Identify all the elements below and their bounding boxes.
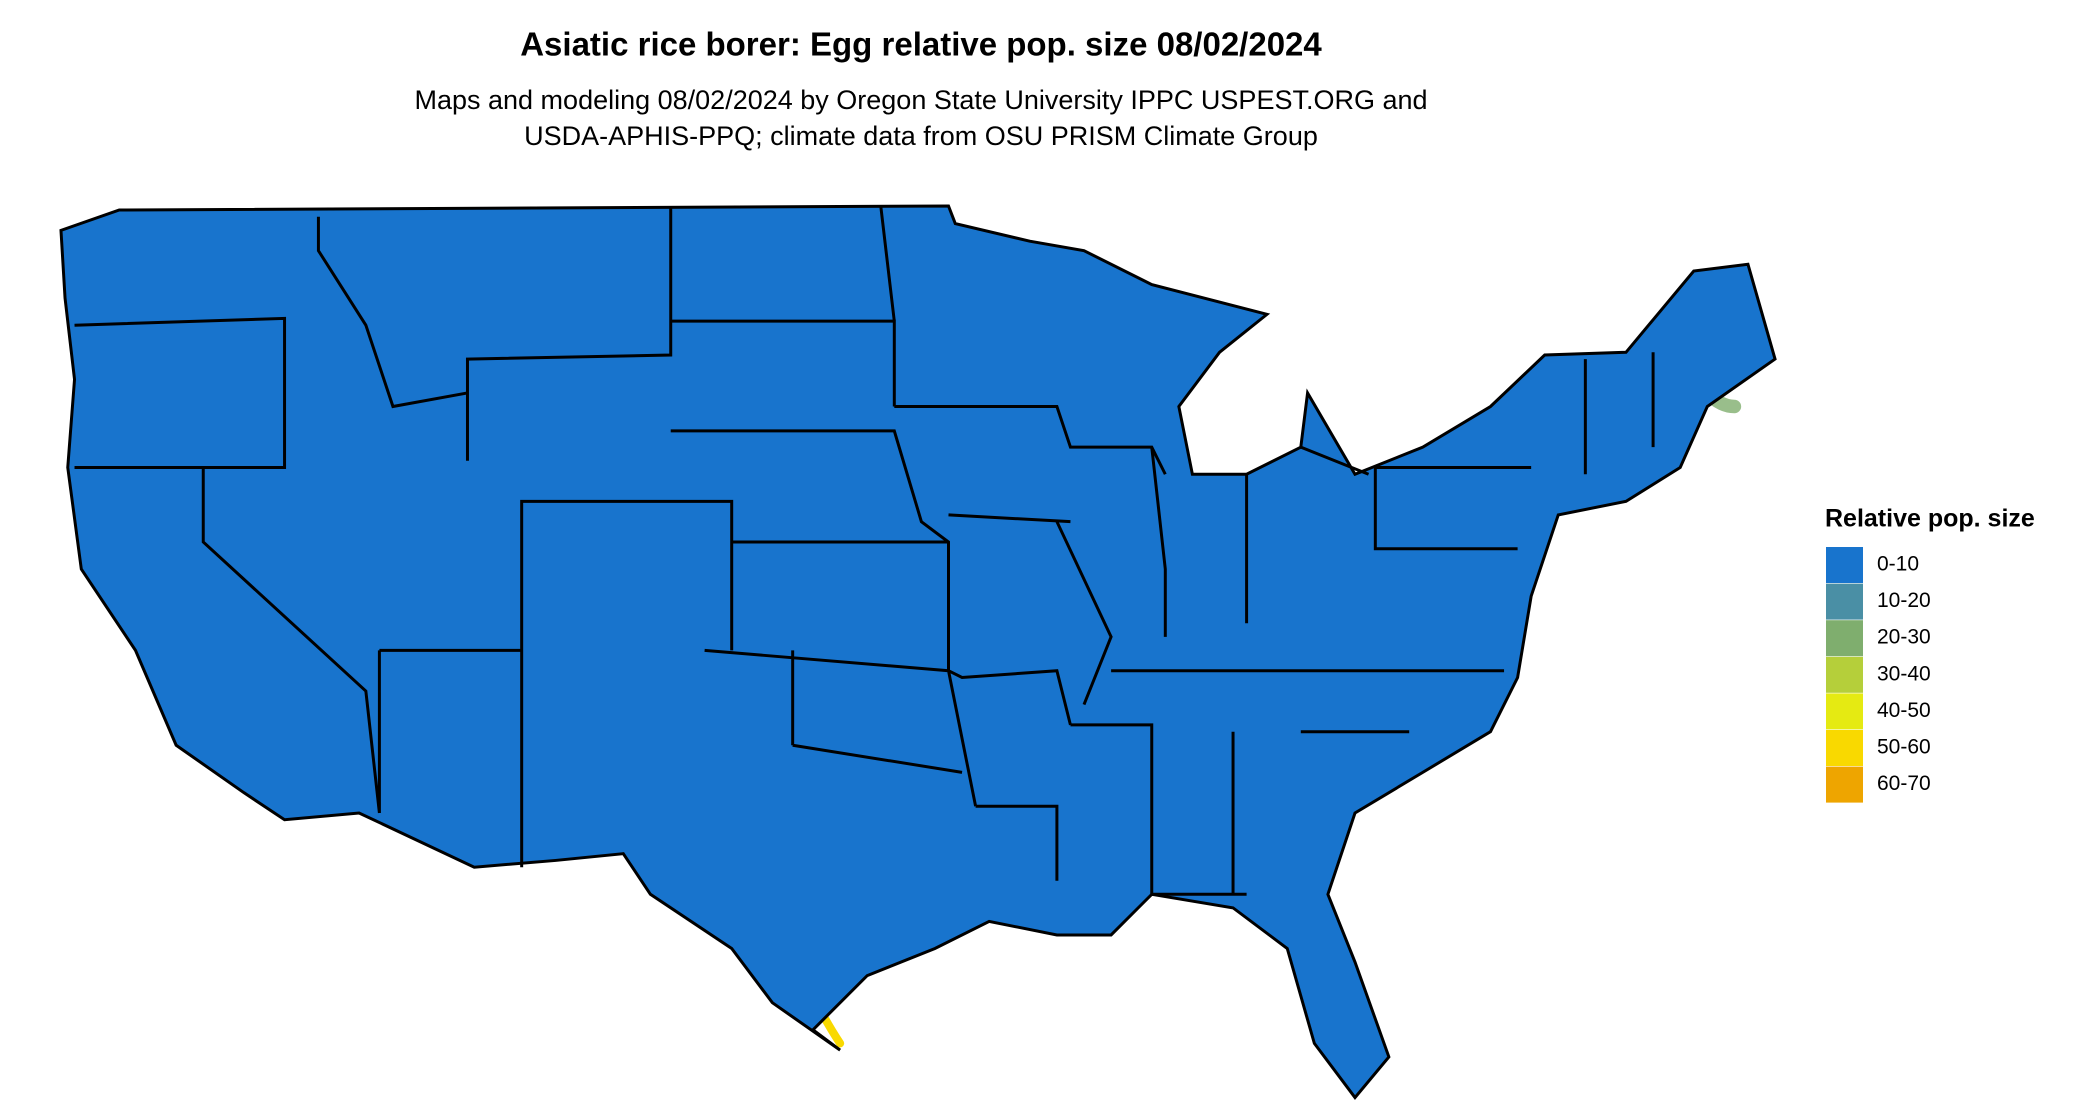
legend-swatch bbox=[1826, 656, 1863, 693]
title: Asiatic rice borer: Egg relative pop. si… bbox=[520, 26, 1322, 63]
legend-label: 60-70 bbox=[1877, 772, 1931, 795]
legend-label: 0-10 bbox=[1877, 553, 1919, 576]
subtitle-line: USDA-APHIS-PPQ; climate data from OSU PR… bbox=[524, 121, 1318, 151]
legend-label: 10-20 bbox=[1877, 589, 1931, 612]
legend-swatch bbox=[1826, 620, 1863, 657]
legend-label: 50-60 bbox=[1877, 736, 1931, 759]
subtitle-line: Maps and modeling 08/02/2024 by Oregon S… bbox=[414, 85, 1427, 115]
legend-swatch bbox=[1826, 730, 1863, 766]
state-border bbox=[74, 205, 1655, 896]
legend-label: 20-30 bbox=[1877, 626, 1931, 649]
legend-swatch bbox=[1826, 766, 1863, 803]
legend-title: Relative pop. size bbox=[1825, 505, 2035, 533]
legend-swatch bbox=[1826, 693, 1863, 730]
legend-swatch bbox=[1826, 547, 1863, 583]
legend-swatch bbox=[1826, 583, 1863, 620]
us-map bbox=[59, 204, 1777, 1100]
legend-label: 40-50 bbox=[1877, 699, 1931, 722]
state-borders bbox=[59, 204, 1777, 1100]
legend: 0-10 10-20 20-30 30-40 40-50 50-60 60-70 bbox=[1826, 547, 1931, 803]
legend-label: 30-40 bbox=[1877, 662, 1931, 685]
